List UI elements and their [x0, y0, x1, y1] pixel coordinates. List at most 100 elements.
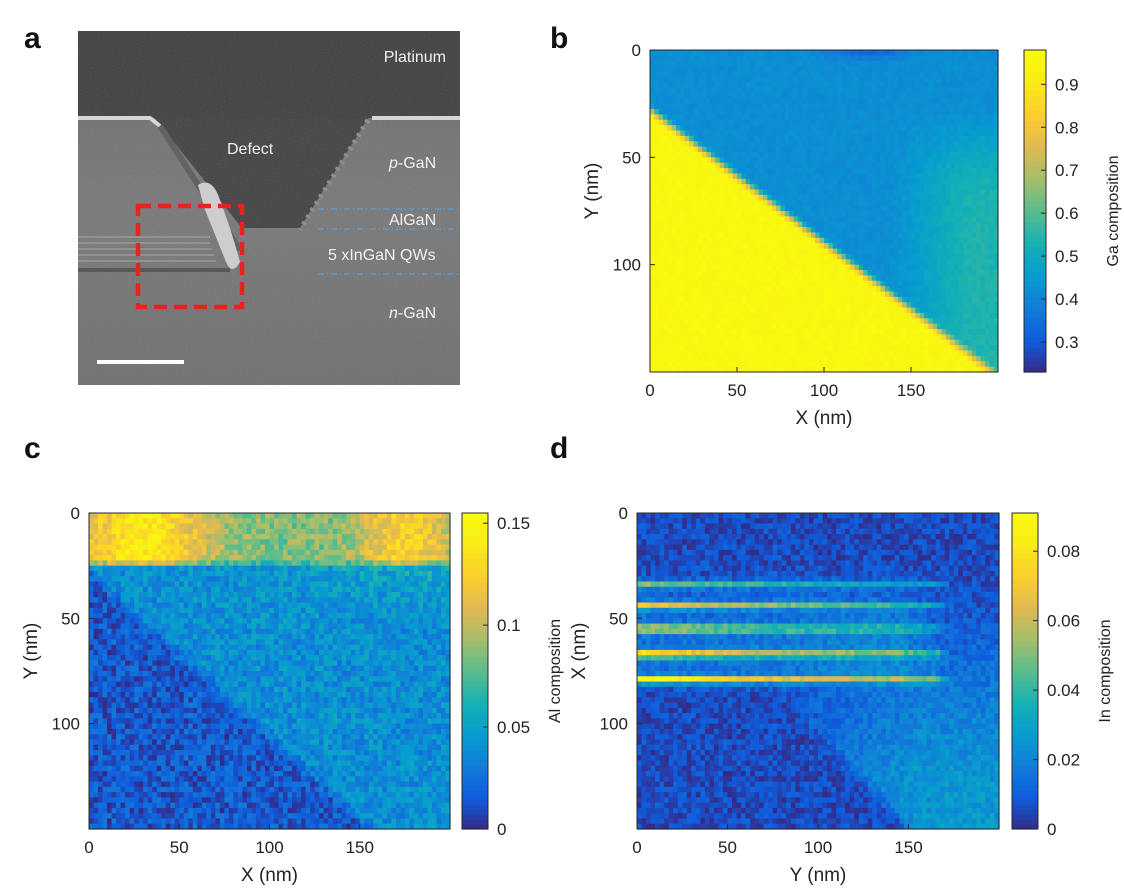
heatmap-cell	[667, 173, 673, 180]
heatmap-cell	[989, 151, 995, 158]
heatmap-cell	[719, 119, 725, 126]
heatmap-cell	[745, 318, 751, 325]
heatmap-cell	[802, 173, 808, 180]
heatmap-cell	[884, 291, 890, 298]
heatmap-cell	[915, 71, 921, 78]
heatmap-cell	[763, 60, 769, 67]
heatmap-cell	[732, 366, 738, 373]
heatmap-cell	[741, 211, 747, 217]
colorbar-tick-label: 0.4	[1055, 290, 1079, 309]
heatmap-cell	[984, 221, 990, 228]
heatmap-cell	[867, 275, 873, 282]
heatmap-cell	[932, 221, 938, 228]
heatmap-cell	[763, 296, 769, 303]
heatmap-cell	[758, 114, 764, 121]
heatmap-cell	[702, 259, 708, 266]
heatmap-cell	[719, 92, 725, 99]
heatmap-cell	[989, 339, 995, 346]
heatmap-cell	[928, 109, 934, 115]
heatmap-cell	[697, 168, 703, 175]
heatmap-cell	[963, 178, 969, 185]
heatmap-cell	[867, 60, 873, 67]
heatmap-cell	[880, 355, 886, 362]
heatmap-cell	[750, 50, 755, 56]
heatmap-b	[650, 50, 999, 373]
heatmap-cell	[806, 82, 812, 89]
heatmap-cell	[941, 92, 947, 99]
heatmap-cell	[802, 125, 808, 132]
heatmap-cell	[715, 216, 721, 223]
heatmap-cell	[967, 82, 973, 89]
heatmap-cell	[684, 146, 690, 153]
heatmap-cell	[863, 184, 869, 191]
heatmap-cell	[906, 178, 912, 185]
colorbar-tick-label: 0.7	[1055, 161, 1079, 180]
heatmap-cell	[693, 66, 699, 73]
heatmap-cell	[932, 130, 938, 137]
heatmap-cell	[950, 291, 956, 298]
heatmap-cell	[932, 280, 938, 287]
heatmap-cell	[810, 259, 816, 266]
heatmap-cell	[915, 178, 921, 185]
heatmap-cell	[684, 339, 690, 346]
heatmap-cell	[893, 232, 899, 239]
heatmap-cell	[658, 114, 664, 121]
heatmap-cell	[993, 302, 999, 309]
heatmap-cell	[884, 125, 890, 132]
heatmap-cell	[784, 189, 790, 196]
heatmap-cell	[863, 280, 869, 287]
heatmap-cell	[654, 307, 660, 314]
heatmap-cell	[828, 71, 834, 78]
heatmap-cell	[993, 323, 999, 330]
heatmap-cell	[771, 339, 777, 346]
heatmap-cell	[950, 66, 956, 73]
heatmap-cell	[667, 221, 673, 228]
heatmap-cell	[737, 60, 742, 67]
heatmap-cell	[902, 205, 908, 212]
heatmap-cell	[697, 71, 703, 78]
heatmap-cell	[989, 71, 995, 78]
heatmap-cell	[741, 221, 747, 228]
heatmap-cell	[880, 151, 886, 158]
heatmap-cell	[919, 318, 925, 325]
heatmap-cell	[924, 130, 929, 137]
heatmap-cell	[954, 141, 960, 148]
heatmap-cell	[945, 361, 951, 368]
heatmap-cell	[919, 361, 925, 368]
heatmap-cell	[989, 87, 995, 94]
heatmap-cell	[750, 173, 755, 180]
heatmap-cell	[776, 114, 782, 121]
heatmap-cell	[971, 178, 977, 185]
heatmap-cell	[993, 264, 999, 271]
heatmap-cell	[806, 232, 812, 239]
heatmap-cell	[889, 114, 895, 121]
heatmap-cell	[810, 366, 816, 373]
heatmap-cell	[924, 76, 929, 83]
heatmap-cell	[697, 221, 703, 228]
heatmap-cell	[850, 200, 856, 207]
heatmap-cell	[780, 323, 786, 330]
heatmap-cell	[837, 114, 842, 121]
heatmap-cell	[937, 119, 943, 126]
heatmap-cell	[989, 50, 995, 56]
heatmap-cell	[893, 135, 899, 142]
heatmap-cell	[937, 157, 943, 164]
heatmap-cell	[715, 141, 721, 148]
heatmap-cell	[867, 329, 873, 336]
heatmap-cell	[260, 513, 266, 519]
heatmap-cell	[654, 189, 660, 196]
heatmap-cell	[732, 125, 738, 132]
heatmap-cell	[867, 248, 873, 255]
heatmap-cell	[741, 264, 747, 271]
heatmap-cell	[780, 318, 786, 325]
heatmap-cell	[767, 227, 773, 234]
heatmap-cell	[963, 82, 969, 89]
heatmap-cell	[654, 50, 660, 56]
heatmap-cell	[758, 205, 764, 212]
heatmap-cell	[850, 264, 856, 271]
heatmap-cell	[789, 157, 795, 164]
heatmap-cell	[832, 135, 838, 142]
heatmap-cell	[928, 50, 934, 56]
heatmap-cell	[776, 345, 782, 352]
heatmap-cell	[854, 302, 860, 309]
